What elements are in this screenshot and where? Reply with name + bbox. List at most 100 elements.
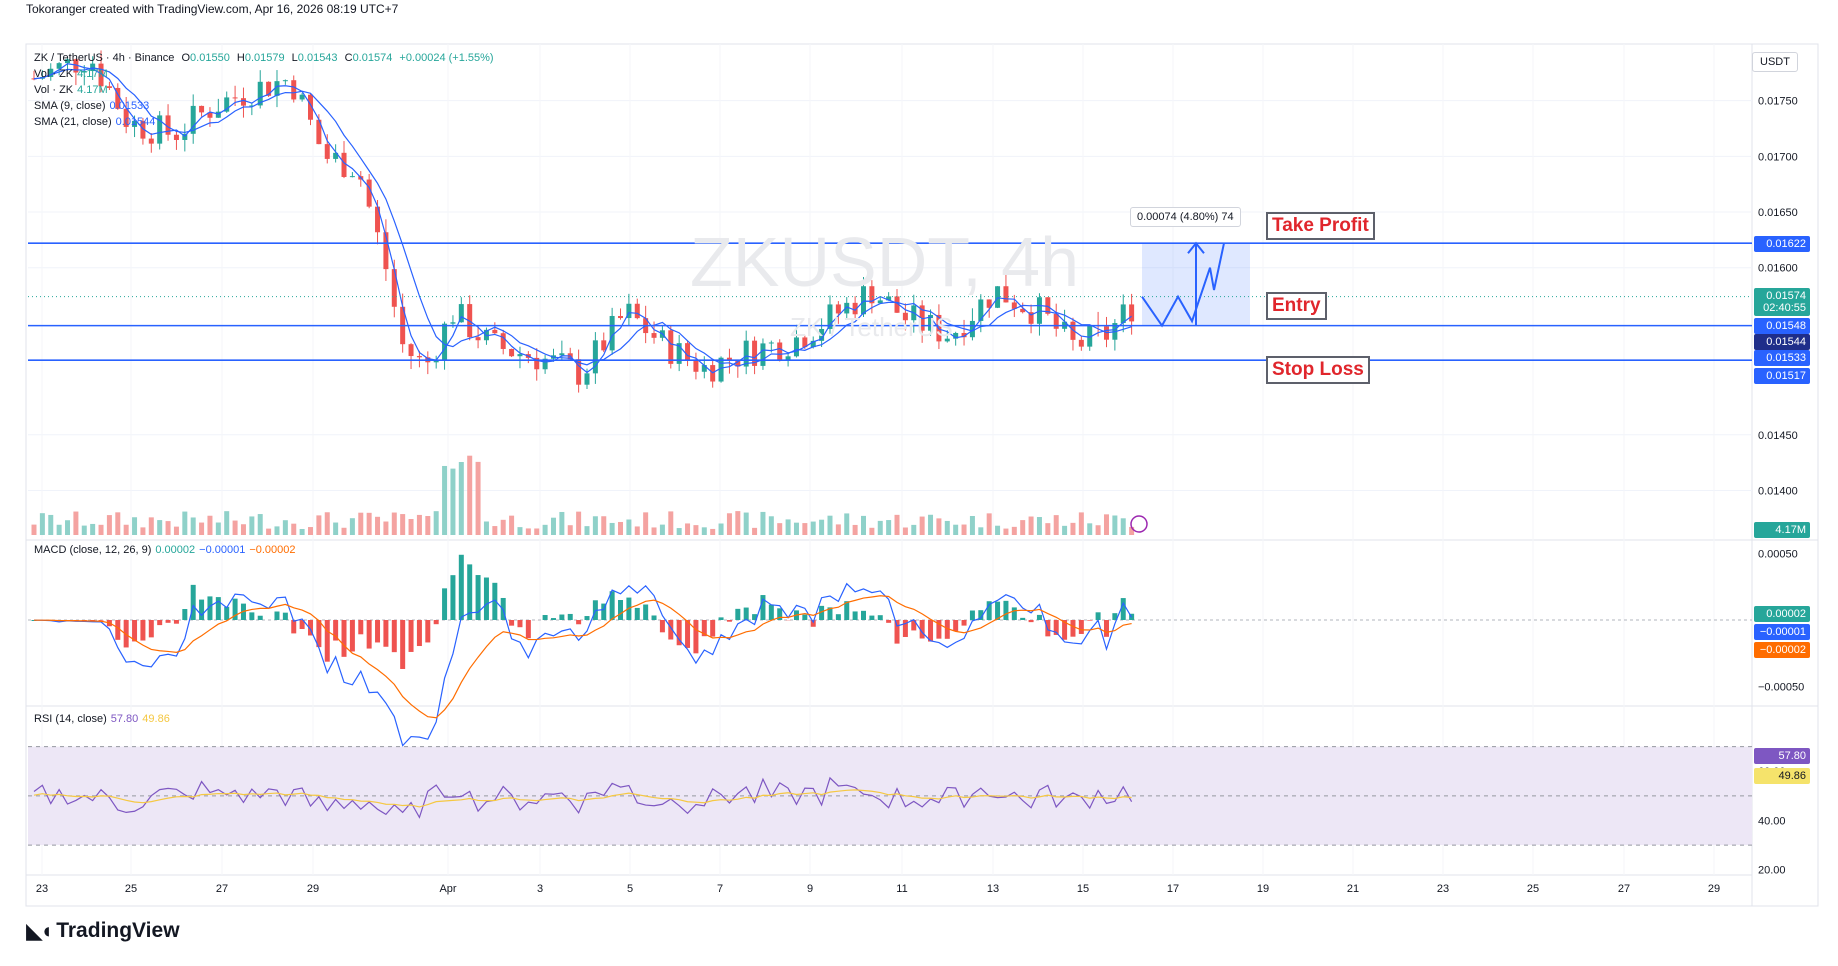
- volume-bar: [81, 525, 87, 535]
- volume-bar: [861, 515, 866, 535]
- candle-body: [986, 299, 992, 308]
- volume-bar: [835, 524, 841, 535]
- volume-bar: [483, 521, 489, 535]
- time-tick-label: 23: [1437, 883, 1449, 895]
- candle-body: [693, 359, 699, 372]
- macd-hist-bar: [291, 620, 297, 634]
- candle-body: [257, 81, 263, 106]
- candle-body: [618, 315, 624, 319]
- macd-hist-bar: [199, 599, 205, 620]
- rsi-badge: 49.86: [1754, 768, 1810, 784]
- volume-bar: [634, 526, 640, 535]
- candle-body: [324, 144, 330, 159]
- volume-bar: [190, 517, 196, 535]
- volume-badge-text: 4.17M: [1775, 524, 1806, 536]
- time-tick-label: 19: [1257, 883, 1269, 895]
- candle-body: [333, 152, 339, 159]
- candle-body: [827, 304, 833, 329]
- macd-hist-bar: [416, 620, 422, 647]
- volume-bar: [375, 516, 381, 535]
- candle-body: [1028, 312, 1034, 324]
- rsi-tick-label: 20.00: [1758, 865, 1786, 877]
- macd-hist-bar: [224, 606, 230, 620]
- volume-bar: [1070, 522, 1076, 535]
- entry-note[interactable]: Entry: [1266, 292, 1327, 320]
- volume-bar: [299, 528, 305, 535]
- candle-body: [274, 81, 280, 96]
- candle-body: [56, 63, 62, 69]
- macd-hist-bar: [944, 620, 950, 639]
- macd-hist-bar: [894, 620, 900, 644]
- volume-legend-2: Vol · ZK 4.17M: [34, 84, 108, 96]
- volume-bar: [1045, 523, 1051, 535]
- macd-hist-bar: [810, 620, 816, 627]
- candle-body: [375, 206, 381, 233]
- price-tick-label: 0.01650: [1758, 207, 1798, 219]
- volume-bar: [140, 527, 146, 535]
- volume-bar: [366, 512, 372, 535]
- macd-hist-bar: [835, 614, 841, 620]
- macd-hist-bar: [760, 595, 766, 620]
- price-badge-text: 0.01533: [1766, 352, 1806, 364]
- macd-hist-bar: [525, 620, 531, 639]
- price-tick-label: 0.01750: [1758, 96, 1798, 108]
- macd-hist-bar: [1011, 607, 1017, 620]
- macd-histogram: [31, 554, 1135, 669]
- currency-button[interactable]: USDT: [1752, 52, 1798, 72]
- candle-body: [517, 354, 523, 357]
- volume-bar: [685, 523, 691, 535]
- macd-hist-bar: [391, 620, 397, 653]
- volume-bar: [584, 526, 590, 535]
- macd-hist-bar: [911, 620, 917, 631]
- candle-body: [48, 68, 54, 77]
- candle-body: [869, 286, 875, 304]
- candle-body: [978, 299, 984, 321]
- macd-hist-bar: [173, 620, 179, 624]
- volume-bar: [768, 516, 774, 535]
- stop-loss-note[interactable]: Stop Loss: [1266, 356, 1370, 384]
- time-tick-label: 9: [807, 883, 813, 895]
- macd-hist-bar: [299, 620, 305, 630]
- macd-hist-bar: [182, 609, 188, 620]
- macd-hist-bar: [450, 575, 456, 620]
- rsi-badge-text: 49.86: [1778, 770, 1806, 782]
- volume-bar: [173, 526, 179, 535]
- macd-hist-bar: [408, 620, 414, 652]
- volume-bar: [969, 515, 975, 535]
- volume-bar: [609, 522, 615, 535]
- time-tick-label: 25: [1527, 883, 1539, 895]
- candle-body: [65, 59, 71, 64]
- macd-hist-bar: [802, 614, 808, 620]
- symbol-watermark-sub: ZK / TetherUS: [790, 312, 953, 342]
- macd-hist-bar: [467, 564, 473, 620]
- volume-bar: [1129, 526, 1135, 535]
- macd-hist-bar: [869, 615, 875, 620]
- candle-body: [173, 134, 179, 140]
- sma9-line: [33, 63, 1132, 374]
- macd-hist-bar: [257, 615, 263, 620]
- volume-bar: [408, 519, 414, 535]
- macd-hist-bar: [375, 620, 381, 643]
- macd-hist-bar: [383, 620, 389, 647]
- volume-bar: [282, 520, 288, 535]
- volume-bar: [576, 511, 582, 535]
- time-tick-label: 27: [1618, 883, 1630, 895]
- candle-body: [559, 353, 565, 356]
- macd-hist-bar: [215, 597, 221, 620]
- price-tick-label: 0.01450: [1758, 430, 1798, 442]
- macd-hist-bar: [190, 584, 196, 620]
- volume-bar: [115, 512, 121, 535]
- macd-hist-bar: [877, 615, 883, 620]
- candle-body: [718, 357, 724, 382]
- volume-bar: [936, 518, 942, 535]
- price-tick-label: 0.01700: [1758, 151, 1798, 163]
- volume-bar: [676, 528, 682, 535]
- rsi-badge: 57.80: [1754, 748, 1810, 764]
- price-badge: 0.01517: [1754, 368, 1810, 384]
- volume-bar: [701, 527, 707, 535]
- projection-path: [1141, 243, 1225, 328]
- volume-bar: [978, 527, 984, 535]
- take-profit-note[interactable]: Take Profit: [1266, 212, 1375, 240]
- price-tick-label: 0.01600: [1758, 263, 1798, 275]
